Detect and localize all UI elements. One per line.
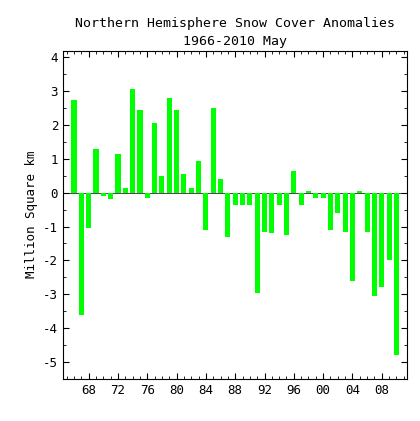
Bar [262,193,267,232]
Bar [386,193,391,261]
Bar [211,108,216,193]
Bar [350,193,355,281]
Bar [379,193,384,288]
Bar [240,193,245,205]
Bar [320,193,326,198]
Bar [306,191,311,193]
Bar [277,193,282,205]
Bar [218,179,223,193]
Bar [225,193,231,237]
Bar [255,193,260,293]
Bar [101,193,106,196]
Bar [123,188,128,193]
Y-axis label: Million Square km: Million Square km [25,151,37,278]
Bar [71,100,76,193]
Bar [159,176,165,193]
Bar [247,193,252,205]
Bar [269,193,274,233]
Bar [137,110,142,193]
Bar [335,193,340,213]
Bar [291,171,297,193]
Bar [86,193,91,228]
Bar [93,149,99,193]
Bar [313,193,318,198]
Bar [284,193,289,235]
Bar [372,193,377,296]
Bar [394,193,399,355]
Bar [233,193,238,205]
Bar [299,193,304,205]
Bar [196,160,201,193]
Bar [79,193,84,314]
Bar [343,193,348,232]
Bar [152,123,157,193]
Bar [174,110,179,193]
Bar [130,89,135,193]
Bar [108,193,113,200]
Bar [145,193,150,198]
Bar [365,193,370,232]
Bar [116,154,121,193]
Bar [328,193,333,230]
Bar [181,174,186,193]
Bar [189,188,194,193]
Title: Northern Hemisphere Snow Cover Anomalies
1966-2010 May: Northern Hemisphere Snow Cover Anomalies… [75,17,395,48]
Bar [167,98,172,193]
Bar [203,193,208,230]
Bar [357,191,362,193]
